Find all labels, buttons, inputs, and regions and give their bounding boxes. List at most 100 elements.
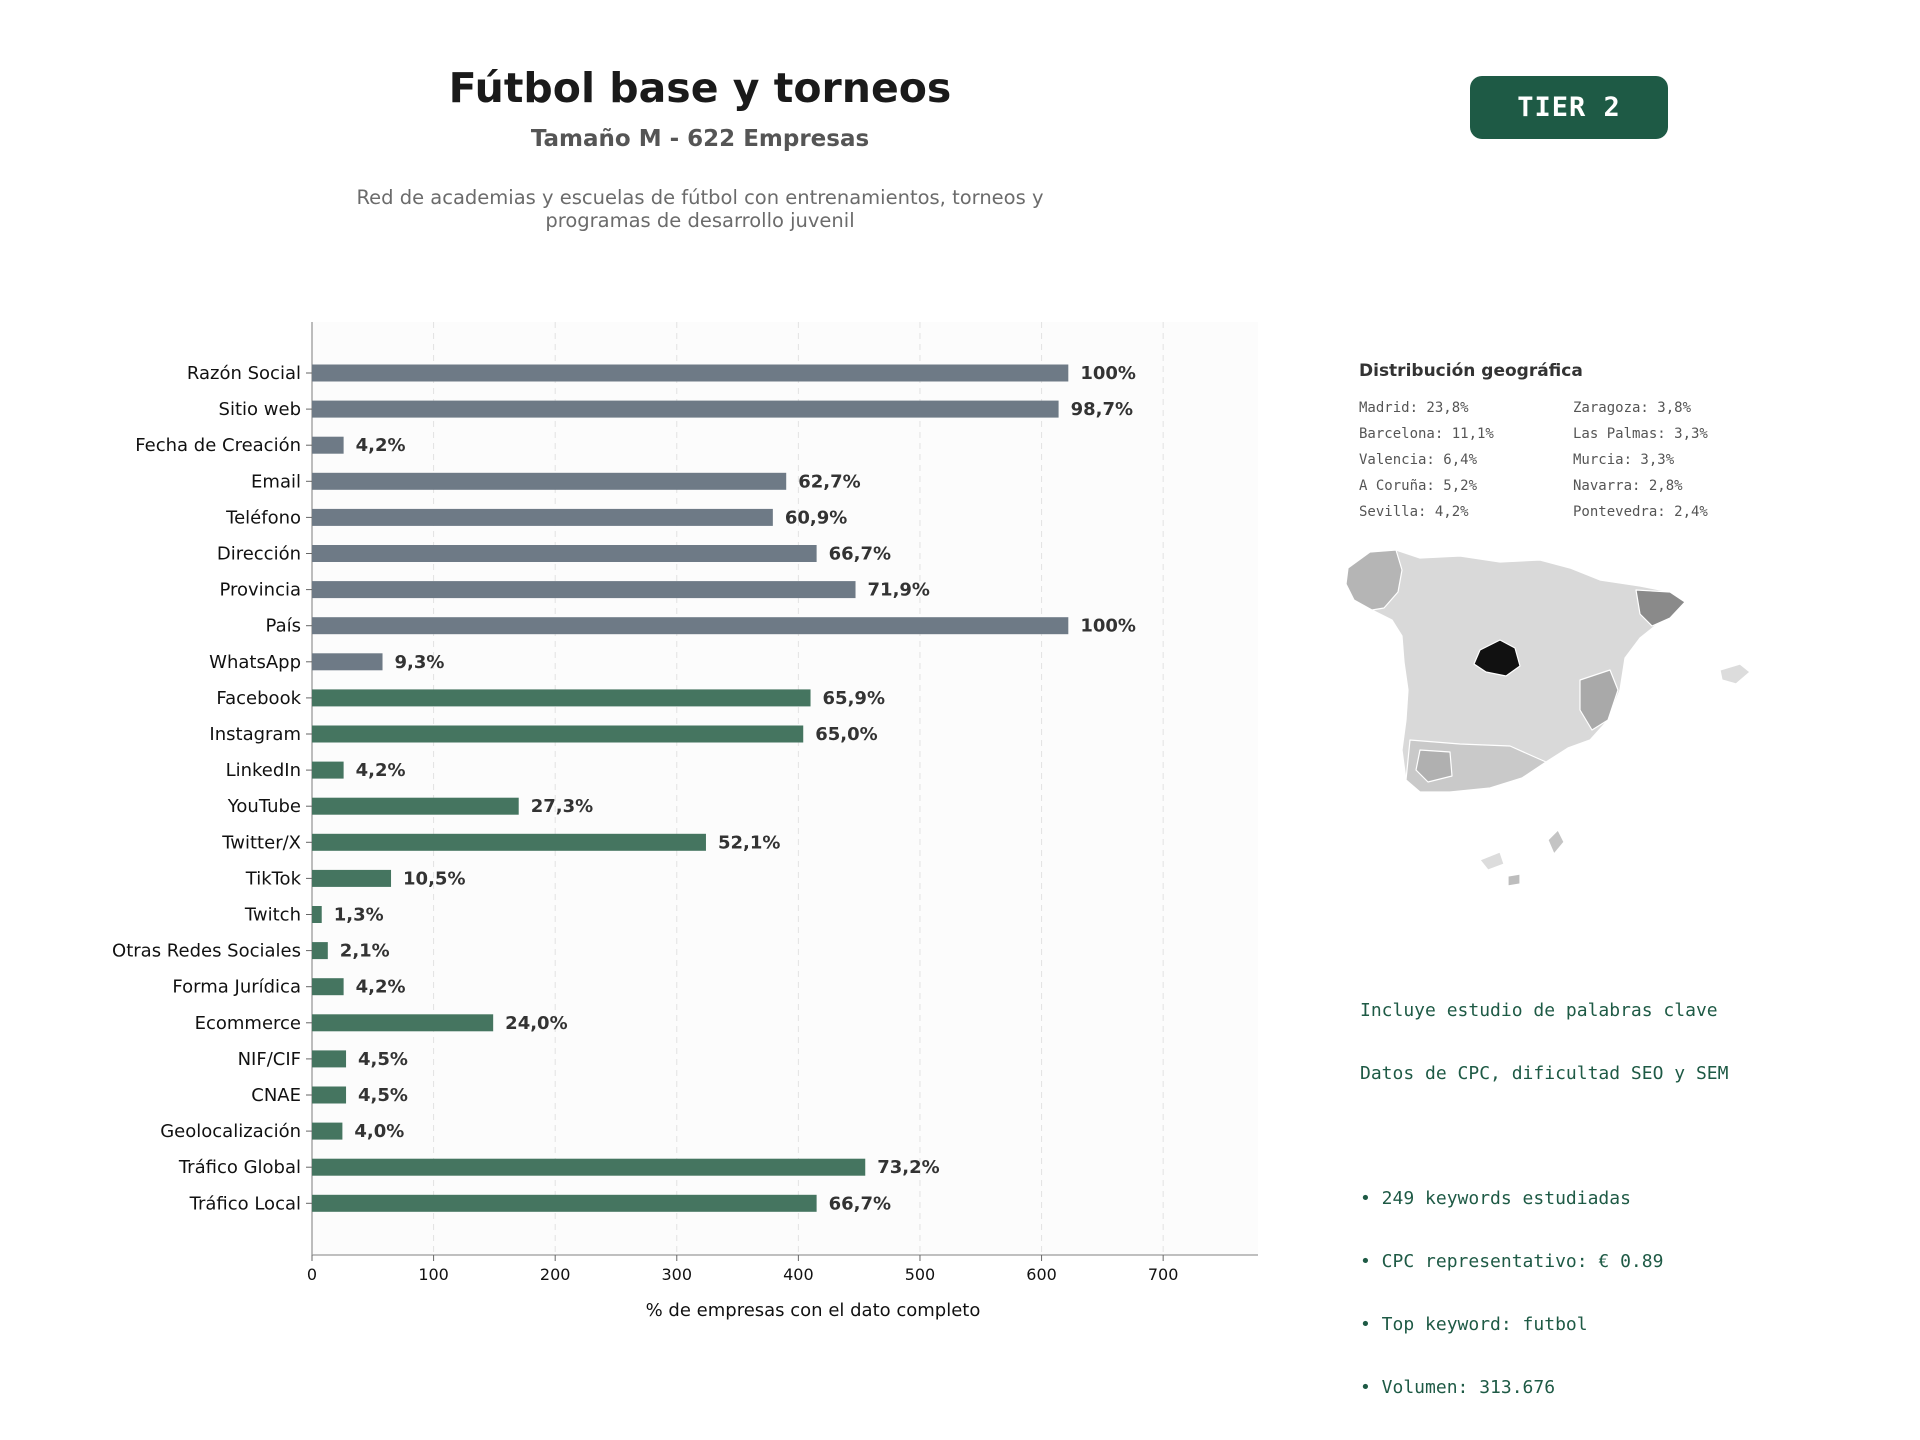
y-tick-label: Forma Jurídica: [172, 977, 301, 998]
y-tick-label: WhatsApp: [209, 652, 301, 673]
geo-item: Pontevedra: 2,4%: [1573, 504, 1708, 520]
page-description: Red de academias y escuelas de fútbol co…: [320, 186, 1080, 232]
y-tick-label: Otras Redes Sociales: [112, 941, 301, 962]
keyword-intro-line-2: Datos de CPC, dificultad SEO y SEM: [1360, 1063, 1729, 1084]
map-region-galicia: [1345, 549, 1403, 611]
bar: [312, 689, 811, 707]
bar: [312, 906, 322, 923]
data-label: 66,7%: [829, 1193, 891, 1214]
bar: [312, 1194, 817, 1212]
geo-item: Valencia: 6,4%: [1359, 452, 1478, 468]
x-tick-label: 300: [662, 1265, 693, 1284]
data-label: 4,2%: [356, 977, 406, 998]
bar: [312, 1122, 343, 1140]
bar: [312, 978, 344, 996]
keyword-bullet: • Volumen: 313.676: [1360, 1377, 1556, 1398]
data-label: 100%: [1080, 616, 1136, 637]
bar: [312, 869, 392, 887]
data-label: 24,0%: [505, 1013, 567, 1034]
spain-map: [1345, 549, 1751, 887]
geo-item: Navarra: 2,8%: [1573, 478, 1683, 494]
map-region-valencia: [1579, 669, 1619, 731]
y-tick-label: Dirección: [217, 544, 301, 565]
y-tick-label: Sitio web: [219, 399, 301, 420]
bar: [312, 1158, 866, 1176]
bar: [312, 508, 773, 526]
map-region-canary-1: [1547, 829, 1565, 855]
data-label: 9,3%: [395, 652, 445, 673]
geo-item: Murcia: 3,3%: [1573, 452, 1675, 468]
map-region-madrid: [1473, 639, 1521, 677]
keyword-intro-line-1: Incluye estudio de palabras clave: [1360, 1000, 1718, 1021]
y-tick-label: País: [266, 616, 301, 637]
bar: [312, 545, 817, 562]
y-tick-label: Geolocalización: [160, 1121, 301, 1142]
bar: [312, 1014, 494, 1032]
geo-item: Las Palmas: 3,3%: [1573, 426, 1708, 442]
description-line-2: programas de desarrollo juvenil: [545, 209, 855, 232]
y-tick-label: Twitter/X: [221, 832, 301, 853]
data-label: 73,2%: [877, 1157, 939, 1178]
data-label: 1,3%: [334, 905, 384, 926]
y-tick-label: Facebook: [216, 688, 301, 709]
map-region-catalonia: [1635, 589, 1686, 627]
data-label: 4,5%: [358, 1085, 408, 1106]
y-tick-label: Razón Social: [187, 363, 301, 384]
keyword-bullet: • 249 keywords estudiadas: [1360, 1188, 1631, 1209]
x-tick-label: 0: [307, 1265, 317, 1284]
bar: [312, 1086, 347, 1104]
bar: [312, 942, 328, 960]
data-label: 100%: [1080, 363, 1136, 384]
bar: [312, 617, 1069, 635]
data-label: 62,7%: [798, 471, 860, 492]
data-label: 65,0%: [815, 724, 877, 745]
geo-distribution-title: Distribución geográfica: [1359, 361, 1583, 381]
data-label: 65,9%: [823, 688, 885, 709]
data-label: 71,9%: [868, 580, 930, 601]
data-label: 4,2%: [356, 435, 406, 456]
geo-item: Barcelona: 11,1%: [1359, 426, 1494, 442]
keyword-bullet: • CPC representativo: € 0.89: [1360, 1251, 1664, 1272]
bar: [312, 761, 344, 779]
y-tick-label: Instagram: [209, 724, 301, 745]
y-tick-label: Tráfico Global: [178, 1157, 301, 1178]
bar: [312, 833, 706, 851]
bar: [312, 725, 804, 743]
y-tick-label: NIF/CIF: [238, 1049, 301, 1070]
x-tick-label: 100: [418, 1265, 449, 1284]
page-title: Fútbol base y torneos: [448, 64, 952, 112]
y-tick-label: Provincia: [219, 580, 301, 601]
x-tick-label: 500: [905, 1265, 936, 1284]
data-label: 27,3%: [531, 796, 593, 817]
map-region-canary-2: [1479, 851, 1505, 871]
data-label: 60,9%: [785, 507, 847, 528]
map-region-balearic: [1719, 663, 1751, 685]
geo-item: Zaragoza: 3,8%: [1573, 400, 1692, 416]
geo-item: Madrid: 23,8%: [1359, 400, 1469, 416]
bar: [312, 1050, 347, 1068]
tier-badge: TIER 2: [1470, 76, 1668, 139]
y-tick-label: Email: [251, 471, 301, 492]
bar: [312, 653, 383, 671]
data-label: 4,2%: [356, 760, 406, 781]
y-tick-label: Twitch: [244, 905, 301, 926]
description-line-1: Red de academias y escuelas de fútbol co…: [356, 186, 1044, 209]
bar: [312, 472, 787, 490]
x-tick-label: 700: [1148, 1265, 1179, 1284]
bar: [312, 400, 1059, 418]
y-tick-label: LinkedIn: [226, 760, 301, 781]
y-tick-label: Ecommerce: [195, 1013, 301, 1034]
y-tick-label: CNAE: [251, 1085, 301, 1106]
x-axis-label: % de empresas con el dato completo: [646, 1300, 981, 1321]
y-tick-label: Tráfico Local: [189, 1193, 301, 1214]
x-tick-label: 400: [783, 1265, 814, 1284]
data-label: 2,1%: [340, 941, 390, 962]
plot-area: [312, 322, 1258, 1255]
data-label: 4,5%: [358, 1049, 408, 1070]
keyword-study-box: Incluye estudio de palabras clave Datos …: [1360, 958, 1860, 1419]
x-tick-label: 200: [540, 1265, 571, 1284]
geo-item: A Coruña: 5,2%: [1359, 478, 1478, 494]
bar: [312, 581, 856, 599]
data-label: 52,1%: [718, 832, 780, 853]
bar-chart: 0 100 200 300 400 500 600 700 % de empresas con …: [112, 322, 1258, 1321]
